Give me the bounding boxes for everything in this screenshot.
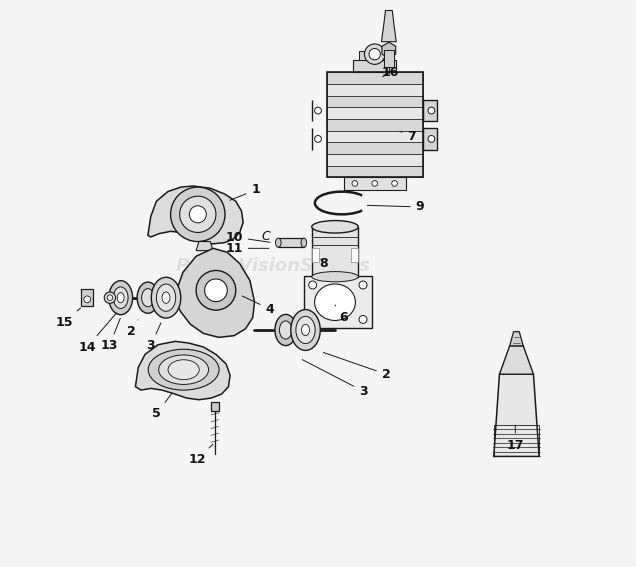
Circle shape	[84, 296, 91, 303]
Text: 12: 12	[189, 444, 213, 466]
Text: 2: 2	[324, 353, 391, 380]
Ellipse shape	[312, 272, 358, 282]
Ellipse shape	[142, 289, 154, 307]
Ellipse shape	[315, 284, 356, 320]
Bar	[326, 166, 423, 177]
Circle shape	[372, 181, 378, 186]
Text: 9: 9	[367, 201, 424, 213]
Text: 13: 13	[100, 319, 120, 352]
Circle shape	[364, 44, 385, 64]
Text: 2: 2	[127, 320, 138, 338]
Polygon shape	[509, 332, 523, 346]
Bar	[312, 248, 319, 262]
Polygon shape	[148, 186, 243, 244]
Text: 16: 16	[382, 66, 399, 78]
Ellipse shape	[156, 284, 176, 311]
Polygon shape	[196, 242, 213, 251]
Circle shape	[308, 315, 317, 323]
Text: C: C	[261, 230, 270, 243]
Bar	[312, 227, 358, 277]
Polygon shape	[382, 43, 396, 58]
Ellipse shape	[158, 355, 209, 384]
Bar	[326, 72, 423, 177]
Ellipse shape	[117, 293, 124, 303]
Circle shape	[179, 196, 216, 232]
Ellipse shape	[137, 282, 158, 313]
Text: 1: 1	[230, 184, 260, 200]
Bar	[326, 142, 423, 154]
Circle shape	[104, 292, 116, 303]
Text: 14: 14	[78, 313, 116, 353]
Bar	[326, 96, 423, 107]
Text: 5: 5	[152, 393, 172, 420]
Ellipse shape	[275, 314, 296, 346]
Circle shape	[428, 136, 435, 142]
Text: 10: 10	[225, 231, 270, 243]
Bar	[326, 73, 423, 84]
Ellipse shape	[162, 292, 170, 303]
Circle shape	[369, 48, 380, 60]
Text: 7: 7	[400, 130, 416, 142]
Polygon shape	[382, 10, 396, 42]
Bar	[81, 289, 93, 306]
Text: 8: 8	[319, 257, 328, 270]
Text: 3: 3	[146, 323, 161, 352]
Bar	[353, 60, 396, 72]
Bar	[326, 107, 423, 119]
Polygon shape	[423, 128, 437, 150]
Bar	[384, 50, 394, 67]
Polygon shape	[423, 100, 437, 121]
Bar	[352, 248, 358, 262]
Circle shape	[308, 281, 317, 289]
Circle shape	[352, 181, 357, 186]
Text: 17: 17	[506, 425, 524, 451]
Circle shape	[190, 206, 206, 223]
Text: 4: 4	[242, 296, 274, 315]
Ellipse shape	[301, 238, 307, 247]
Bar	[326, 130, 423, 142]
Ellipse shape	[168, 360, 199, 380]
Ellipse shape	[279, 321, 292, 339]
Circle shape	[359, 315, 367, 323]
Polygon shape	[176, 248, 254, 337]
Circle shape	[196, 270, 236, 310]
Bar	[343, 177, 406, 189]
Bar	[494, 425, 539, 456]
Text: PowerVisionSpares: PowerVisionSpares	[175, 257, 370, 276]
Bar	[326, 154, 423, 166]
Ellipse shape	[275, 238, 281, 247]
Circle shape	[428, 107, 435, 114]
Ellipse shape	[301, 324, 310, 336]
Ellipse shape	[296, 316, 315, 344]
Circle shape	[205, 279, 227, 302]
Text: 6: 6	[335, 305, 348, 324]
Ellipse shape	[312, 221, 358, 233]
Circle shape	[107, 295, 113, 301]
Bar	[211, 402, 219, 411]
Polygon shape	[135, 341, 230, 400]
Bar	[304, 276, 372, 328]
Polygon shape	[494, 374, 539, 456]
Circle shape	[315, 107, 321, 114]
Circle shape	[392, 181, 398, 186]
Ellipse shape	[151, 277, 181, 318]
Circle shape	[315, 136, 321, 142]
Text: 3: 3	[302, 359, 368, 397]
Circle shape	[170, 187, 225, 242]
Polygon shape	[499, 346, 534, 374]
Ellipse shape	[113, 287, 128, 308]
Bar	[326, 119, 423, 130]
Ellipse shape	[109, 281, 132, 315]
Circle shape	[359, 281, 367, 289]
Ellipse shape	[291, 310, 321, 350]
Ellipse shape	[148, 349, 219, 390]
Bar	[279, 238, 304, 247]
Bar	[326, 84, 423, 96]
Text: 15: 15	[56, 308, 81, 328]
Bar	[359, 52, 391, 60]
Text: 11: 11	[225, 242, 269, 255]
